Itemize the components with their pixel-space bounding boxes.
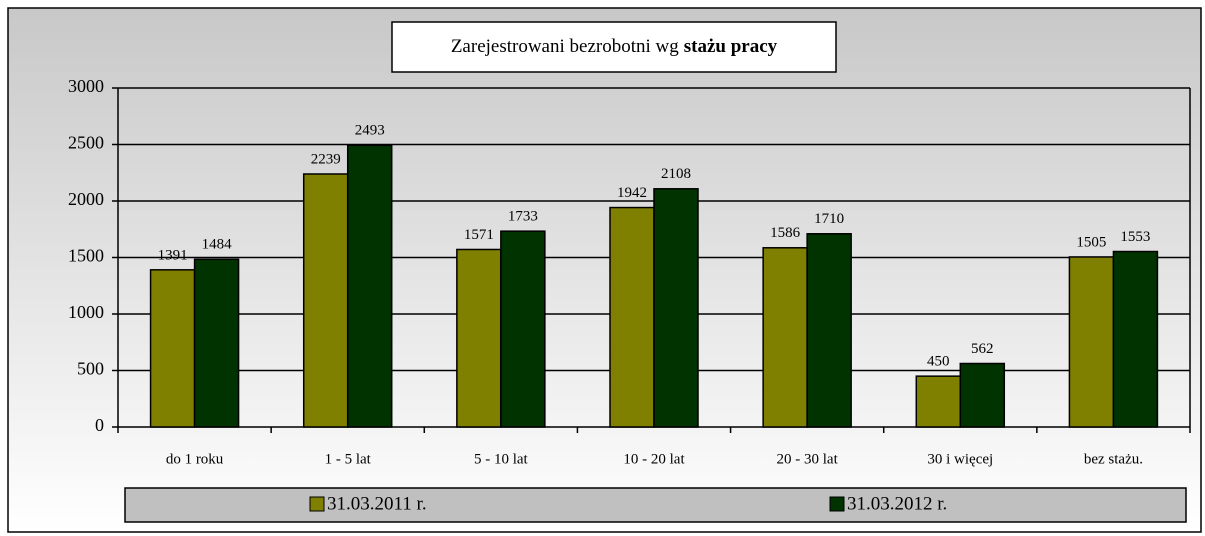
title-text: Zarejestrowani bezrobotni wg	[451, 36, 679, 57]
bar	[500, 230, 546, 428]
value-label: 2493	[355, 123, 385, 139]
bar	[302, 173, 349, 428]
bar	[346, 144, 393, 428]
y-tick-label: 2000	[68, 189, 104, 209]
bar	[653, 188, 699, 428]
y-tick-label: 1500	[68, 246, 104, 266]
value-label: 2108	[661, 166, 691, 182]
bar	[915, 375, 962, 428]
bar	[806, 233, 852, 428]
legend-label: 31.03.2012 r.	[847, 493, 947, 514]
value-label: 2239	[311, 151, 341, 167]
x-tick-label: 20 - 30 lat	[777, 451, 839, 467]
y-tick-label: 3000	[68, 76, 104, 96]
bar	[1112, 250, 1159, 428]
legend-label: 31.03.2011 r.	[327, 493, 427, 514]
y-tick-label: 0	[95, 415, 104, 435]
bar	[193, 258, 240, 428]
value-label: 1571	[464, 227, 494, 243]
value-label: 450	[927, 354, 950, 370]
value-label: 1553	[1120, 229, 1150, 245]
value-label: 1710	[814, 211, 844, 227]
title-bold: stażu pracy	[684, 36, 778, 57]
bar	[609, 206, 655, 428]
x-tick-label: bez stażu.	[1084, 451, 1143, 467]
value-label: 1733	[508, 209, 538, 225]
y-tick-label: 500	[77, 359, 104, 379]
bar	[959, 362, 1006, 428]
bar	[149, 269, 196, 428]
legend-swatch	[829, 496, 845, 512]
value-label: 1391	[158, 247, 188, 263]
x-tick-label: 1 - 5 lat	[325, 451, 372, 467]
bar	[456, 248, 502, 428]
x-tick-label: 5 - 10 lat	[474, 451, 529, 467]
x-tick-label: 10 - 20 lat	[623, 451, 685, 467]
x-tick-label: 30 i więcej	[927, 451, 993, 467]
legend-swatch	[309, 496, 325, 512]
legend-box	[124, 487, 1187, 523]
x-tick-label: do 1 roku	[166, 451, 224, 467]
bar	[762, 247, 808, 428]
value-label: 1505	[1076, 234, 1106, 250]
chart-title: Zarejestrowani bezrobotni wg stażu pracy	[451, 36, 778, 57]
y-tick-label: 1000	[68, 302, 104, 322]
value-label: 1586	[770, 225, 801, 241]
value-label: 1942	[617, 185, 647, 201]
y-tick-label: 2500	[68, 133, 104, 153]
bar	[1068, 256, 1115, 428]
title-box	[391, 21, 837, 73]
value-label: 562	[971, 341, 994, 357]
value-label: 1484	[202, 237, 233, 253]
